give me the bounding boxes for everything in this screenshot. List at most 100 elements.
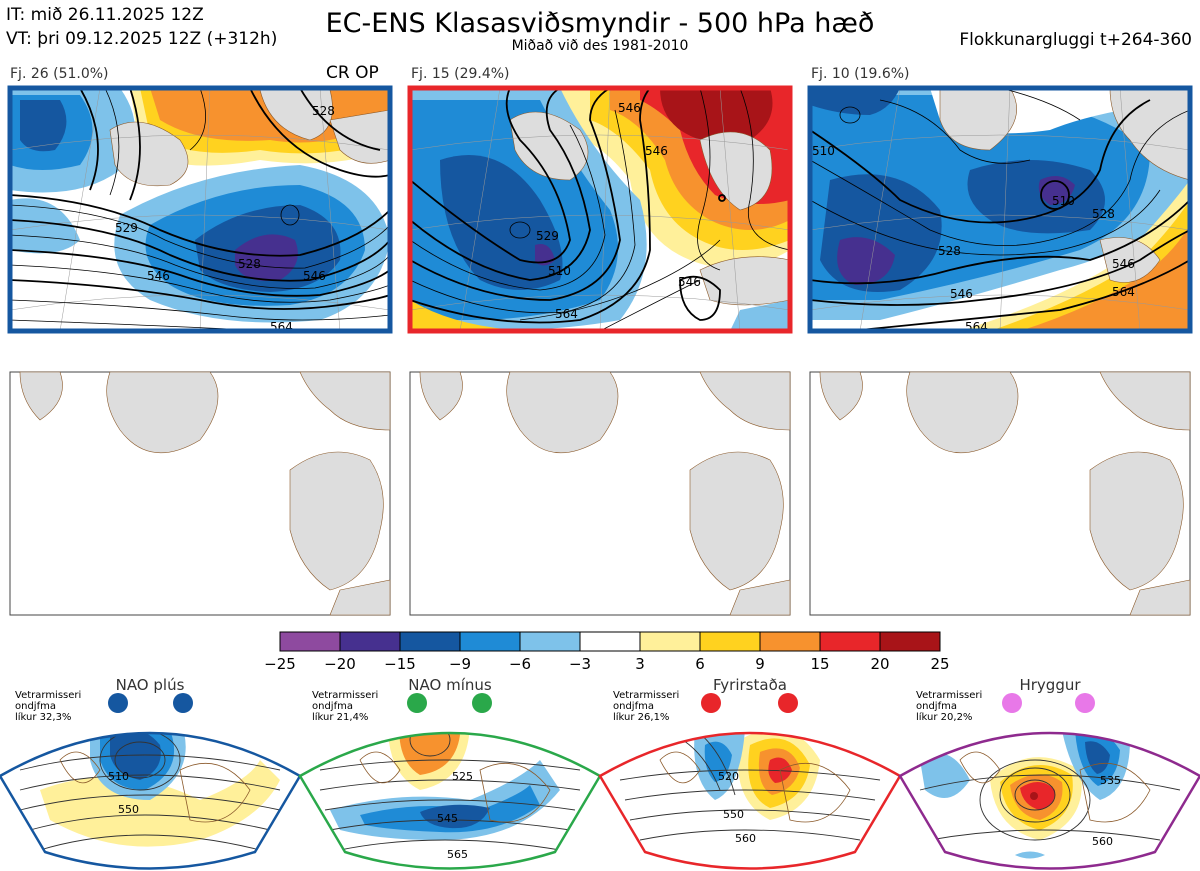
colorbar-swatch xyxy=(879,631,941,652)
colorbar xyxy=(279,631,941,652)
colorbar-tick-label: 20 xyxy=(870,655,890,673)
contour-label: 529 xyxy=(536,229,559,243)
contour-label: 529 xyxy=(115,221,138,235)
contour-label: 546 xyxy=(147,269,170,283)
colorbar-swatch xyxy=(459,631,521,652)
empty-map-3 xyxy=(809,371,1191,616)
colorbar-tick-label: −3 xyxy=(568,655,592,673)
colorbar-tick-label: −25 xyxy=(264,655,296,673)
cluster-3-frame xyxy=(807,85,1193,334)
regime-4-marker-left xyxy=(1002,693,1022,713)
regime-3-note: Vetrarmisseri ondjfma líkur 26,1% xyxy=(613,690,679,723)
colorbar-swatch xyxy=(519,631,581,652)
regime-2-note-line: Vetrarmisseri xyxy=(312,690,379,701)
colorbar-tick-label: −9 xyxy=(448,655,472,673)
colorbar-tick-label: 6 xyxy=(695,655,705,673)
contour-label: 546 xyxy=(1112,257,1135,271)
colorbar-tick-label: 3 xyxy=(635,655,645,673)
colorbar-swatch xyxy=(759,631,821,652)
contour-label: 546 xyxy=(303,269,326,283)
contour-label: 528 xyxy=(938,244,961,258)
cluster-3-label: Fj. 10 (19.6%) xyxy=(811,66,910,82)
contour-label: 528 xyxy=(238,257,261,271)
cluster-2-label: Fj. 15 (29.4%) xyxy=(411,66,510,82)
colorbar-swatch xyxy=(279,631,341,652)
contour-label: 564 xyxy=(965,320,988,334)
contour-label: 505 xyxy=(1076,720,1097,733)
regime-3-map: 520 550 560 xyxy=(600,733,900,869)
regime-1-probability: líkur 32,3% xyxy=(15,712,72,723)
contour-label: 510 xyxy=(548,264,571,278)
colorbar-tick-label: −15 xyxy=(384,655,416,673)
contour-label: 564 xyxy=(270,320,293,334)
regime-3-marker-left xyxy=(701,693,721,713)
regime-1-marker-left xyxy=(108,693,128,713)
colorbar-swatch xyxy=(819,631,881,652)
colorbar-swatch xyxy=(399,631,461,652)
regime-4-title: Hryggur xyxy=(1019,676,1081,694)
cluster-1-tag: CR OP xyxy=(326,63,379,83)
contour-label: 564 xyxy=(555,307,578,321)
page-subtitle: Miðað við des 1981-2010 xyxy=(511,38,689,54)
contour-label: 520 xyxy=(718,770,739,783)
colorbar-swatch xyxy=(579,631,641,652)
colorbar-tick-label: 9 xyxy=(755,655,765,673)
valid-time: VT: þri 09.12.2025 12Z (+312h) xyxy=(6,29,278,49)
regime-2-note: Vetrarmisseri ondjfma líkur 21,4% xyxy=(312,690,378,723)
empty-map-2 xyxy=(409,371,791,616)
colorbar-swatch xyxy=(339,631,401,652)
colorbar-swatch xyxy=(639,631,701,652)
contour-label: 560 xyxy=(1092,835,1113,848)
contour-label: 550 xyxy=(118,803,139,816)
contour-label: 546 xyxy=(618,101,641,115)
regime-1-title: NAO plús xyxy=(115,676,185,694)
regime-1-note: Vetrarmisseri ondjfma líkur 32,3% xyxy=(15,690,81,723)
regime-1-map: 510 550 xyxy=(0,733,300,869)
regime-4-probability: líkur 20,2% xyxy=(916,712,973,723)
colorbar-swatch xyxy=(699,631,761,652)
regime-3-probability: líkur 26,1% xyxy=(613,712,670,723)
regime-2-title: NAO mínus xyxy=(408,676,492,694)
regime-4-note: Vetrarmisseri ondjfma líkur 20,2% xyxy=(916,690,982,723)
regime-2-probability: líkur 21,4% xyxy=(312,712,369,723)
regime-2-marker-right xyxy=(472,693,492,713)
contour-label: 545 xyxy=(437,812,458,825)
classification-window: Flokkunargluggi t+264-360 xyxy=(959,30,1192,50)
contour-label: 528 xyxy=(1092,207,1115,221)
regime-3-note-line: Vetrarmisseri xyxy=(613,690,680,701)
contour-label: 525 xyxy=(452,770,473,783)
regime-1-note-line: Vetrarmisseri xyxy=(15,690,82,701)
contour-label: 546 xyxy=(678,275,701,289)
contour-label: 528 xyxy=(312,104,335,118)
contour-label: 560 xyxy=(735,832,756,845)
regime-2-map: 525 545 565 xyxy=(300,733,600,869)
regime-4-note-line: Vetrarmisseri xyxy=(916,690,983,701)
regime-3-title: Fyrirstaða xyxy=(713,676,787,694)
regime-3-marker-right xyxy=(778,693,798,713)
cluster-3-map: 510 510 528 546 564 546 528 564 xyxy=(810,88,1190,334)
regime-4-map: 505 535 560 xyxy=(900,720,1200,869)
colorbar-tick-label: −6 xyxy=(508,655,532,673)
contour-label: 510 xyxy=(1052,194,1075,208)
contour-label: 535 xyxy=(1100,774,1121,787)
regime-1-marker-right xyxy=(173,693,193,713)
initial-time: IT: mið 26.11.2025 12Z xyxy=(6,5,204,25)
contour-label: 565 xyxy=(447,848,468,861)
regime-2-marker-left xyxy=(407,693,427,713)
regime-1-note-line: ondjfma xyxy=(15,701,56,712)
colorbar-tick-label: 15 xyxy=(810,655,830,673)
cluster-2-map: 529 546 546 546 564 510 xyxy=(410,88,790,331)
empty-map-1 xyxy=(9,371,391,616)
cluster-1-frame xyxy=(7,85,393,334)
regime-4-marker-right xyxy=(1075,693,1095,713)
cluster-1-map: 529 528 546 546 564 528 xyxy=(10,88,390,334)
colorbar-tick-label: −20 xyxy=(324,655,356,673)
regime-3-note-line: ondjfma xyxy=(613,701,654,712)
contour-label: 546 xyxy=(645,144,668,158)
contour-label: 510 xyxy=(108,770,129,783)
regime-2-note-line: ondjfma xyxy=(312,701,353,712)
colorbar-tick-label: 25 xyxy=(930,655,950,673)
contour-label: 510 xyxy=(812,144,835,158)
page-title: EC-ENS Klasasviðsmyndir - 500 hPa hæð xyxy=(325,8,875,39)
